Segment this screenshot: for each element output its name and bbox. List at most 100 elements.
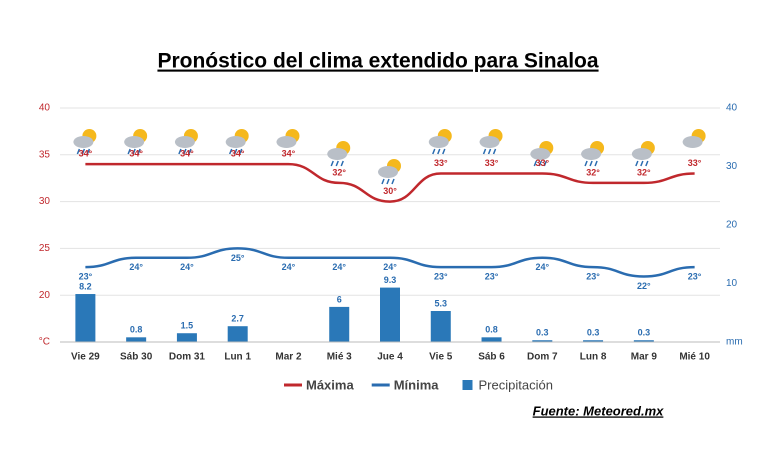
cloud <box>631 148 652 160</box>
data-label: 23° <box>688 271 702 281</box>
bar <box>583 340 604 342</box>
weather-icon <box>225 129 249 155</box>
cloud <box>378 166 398 178</box>
cloud <box>124 136 145 148</box>
chart-title: Pronóstico del clima extendido para Sina… <box>157 50 598 73</box>
data-label: 24° <box>383 262 397 272</box>
weather-icon <box>73 129 97 155</box>
cloud <box>530 148 551 160</box>
weather-icon <box>428 129 452 155</box>
rain <box>482 148 497 155</box>
weather-icon <box>581 141 605 167</box>
data-label: 34° <box>79 149 93 159</box>
bar <box>227 326 248 342</box>
cloud <box>479 136 500 148</box>
cloud <box>225 136 246 148</box>
bar <box>633 340 654 342</box>
x-tick-label: Sáb 6 <box>478 352 505 363</box>
x-tick-label: Dom 7 <box>527 352 558 363</box>
legend-label: Mínima <box>394 377 440 392</box>
bar <box>481 337 502 342</box>
rain <box>178 148 192 155</box>
y-tick-label: °C <box>39 337 50 348</box>
x-tick-label: Vie 29 <box>71 352 100 363</box>
cloud <box>327 148 348 160</box>
data-label: 25° <box>231 253 245 263</box>
data-label: 5.3 <box>435 298 448 308</box>
weather-icon <box>682 129 706 148</box>
rain <box>228 148 243 155</box>
legend-label: Precipitación <box>479 377 553 392</box>
bar <box>176 333 197 342</box>
x-tick-label: Vie 5 <box>429 352 453 363</box>
rain <box>432 148 446 155</box>
y2-tick-label: 30 <box>726 161 738 172</box>
data-label: 34° <box>231 149 245 159</box>
x-tick-label: Jue 4 <box>377 352 403 363</box>
data-label: 23° <box>79 271 93 281</box>
y-tick-label: 35 <box>39 149 51 160</box>
data-label: 33° <box>485 158 499 168</box>
data-label: 24° <box>535 262 549 272</box>
bar <box>126 337 147 342</box>
rain <box>330 160 344 167</box>
x-tick-label: Mar 2 <box>275 352 302 363</box>
rain <box>381 178 395 185</box>
y2-tick-label: 20 <box>726 220 738 231</box>
legend-swatch <box>462 380 473 390</box>
data-label: 24° <box>332 262 346 272</box>
weather-icon <box>631 141 655 167</box>
cloud <box>73 136 94 148</box>
y2-tick-label: 40 <box>726 103 738 114</box>
x-tick-label: Mié 10 <box>679 352 710 363</box>
weather-icon <box>378 159 401 185</box>
weather-icon <box>174 129 198 155</box>
rain <box>127 148 141 155</box>
data-label: 0.3 <box>587 328 600 338</box>
line <box>85 247 695 278</box>
data-label: 2.7 <box>231 314 244 324</box>
data-label: 8.2 <box>79 281 92 291</box>
bar <box>532 340 553 342</box>
cloud <box>174 136 195 148</box>
y-tick-label: 40 <box>39 103 51 114</box>
data-label: 23° <box>586 271 600 281</box>
data-label: 33° <box>688 158 702 168</box>
data-label: 0.3 <box>638 328 651 338</box>
rain <box>635 160 649 167</box>
x-tick-label: Mié 3 <box>327 352 352 363</box>
y2-tick-label: mm <box>726 337 743 348</box>
source: Fuente: Meteored.mx <box>533 403 665 418</box>
legend-label: Máxima <box>306 377 354 392</box>
x-tick-label: Lun 8 <box>580 352 607 363</box>
data-label: 33° <box>434 158 448 168</box>
weather-icon <box>530 141 554 167</box>
x-tick-label: Lun 1 <box>224 352 251 363</box>
data-label: 6 <box>337 294 342 304</box>
y-tick-label: 20 <box>39 290 51 301</box>
x-tick-label: Mar 9 <box>631 352 658 363</box>
data-label: 24° <box>282 262 296 272</box>
cloud <box>428 136 449 148</box>
cloud <box>682 136 703 148</box>
data-label: 0.8 <box>130 325 143 335</box>
cloud <box>276 136 297 148</box>
rain <box>76 148 91 155</box>
data-label: 32° <box>586 167 600 177</box>
data-label: 32° <box>637 167 651 177</box>
line <box>85 162 695 203</box>
data-label: 33° <box>535 158 549 168</box>
bar <box>430 310 451 342</box>
data-label: 0.8 <box>485 325 498 335</box>
rain <box>584 160 598 167</box>
y2-tick-label: 10 <box>726 278 738 289</box>
data-label: 23° <box>434 271 448 281</box>
data-label: 32° <box>332 167 346 177</box>
weather-icon <box>327 141 351 167</box>
data-label: 24° <box>129 262 143 272</box>
weather-icon <box>124 129 148 155</box>
cloud <box>581 148 602 160</box>
bar <box>75 294 96 342</box>
y-tick-label: 25 <box>39 243 51 254</box>
